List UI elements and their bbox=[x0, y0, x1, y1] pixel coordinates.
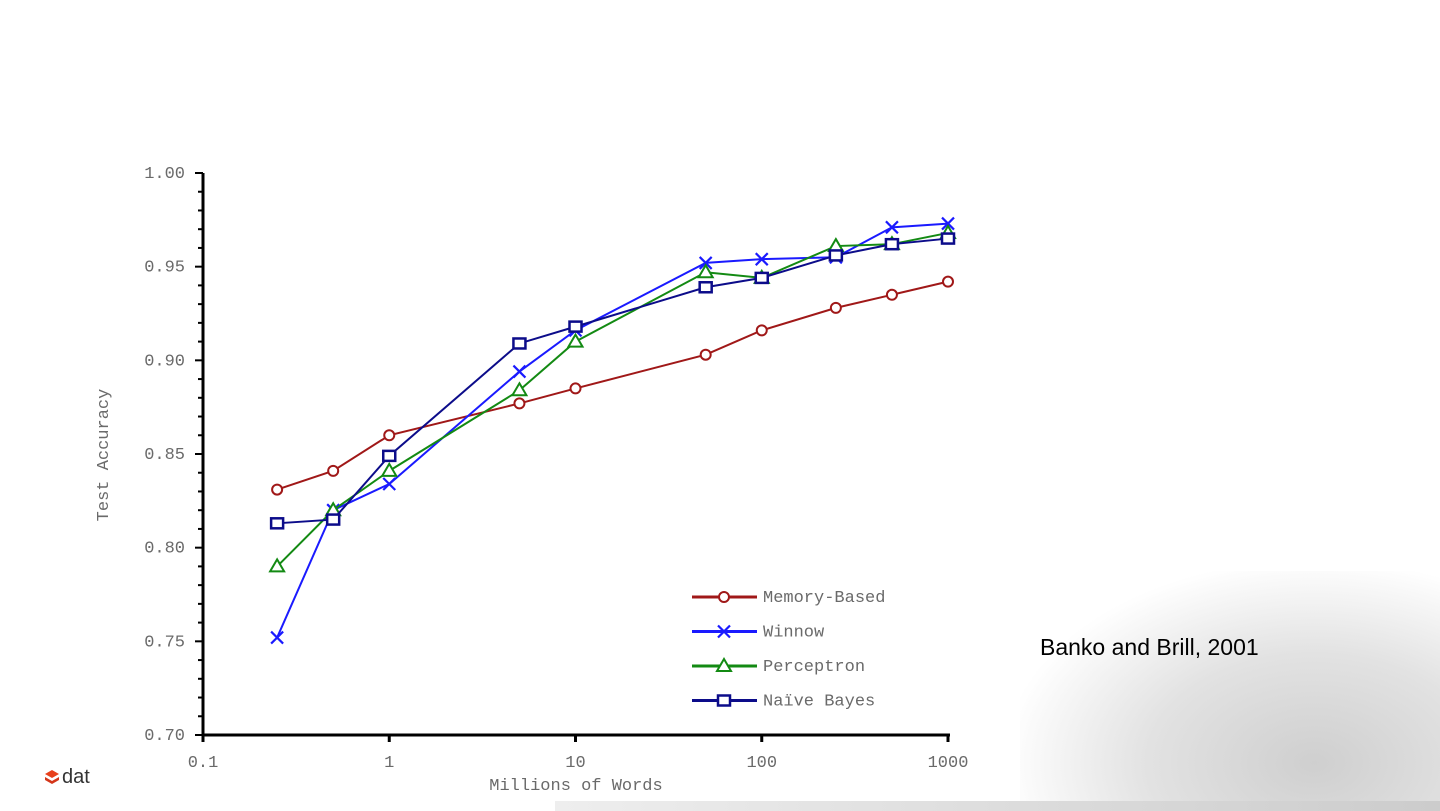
data-point-perceptron bbox=[380, 461, 398, 477]
logo-text: dat bbox=[62, 766, 90, 788]
legend-item-na-ve-bayes: Naïve Bayes bbox=[692, 693, 875, 712]
series-line-perceptron bbox=[276, 231, 949, 568]
x-tick-label: 100 bbox=[746, 754, 777, 773]
legend: Memory-Based Winnow Perceptron Naïve Bayes bbox=[692, 589, 885, 712]
legend-item-perceptron: Perceptron bbox=[692, 657, 865, 677]
data-point-na-ve-bayes bbox=[940, 232, 956, 245]
x-tick-label: 1000 bbox=[928, 754, 969, 773]
series-line-memory-based bbox=[276, 280, 949, 491]
data-point-na-ve-bayes bbox=[382, 449, 397, 463]
data-point-memory-based bbox=[569, 382, 582, 395]
legend-label: Naïve Bayes bbox=[763, 693, 875, 712]
legend-item-winnow: Winnow bbox=[692, 624, 825, 643]
data-point-perceptron bbox=[268, 557, 286, 573]
data-point-na-ve-bayes bbox=[512, 337, 527, 350]
data-point-na-ve-bayes bbox=[754, 271, 769, 285]
x-tick-label: 1 bbox=[384, 754, 394, 773]
data-point-winnow bbox=[885, 220, 899, 235]
y-tick-label: 0.85 bbox=[144, 446, 185, 465]
data-point-perceptron bbox=[696, 263, 715, 279]
data-point-memory-based bbox=[942, 275, 954, 288]
y-tick-label: 0.75 bbox=[144, 633, 185, 652]
data-point-na-ve-bayes bbox=[828, 249, 844, 262]
data-point-winnow bbox=[754, 252, 769, 266]
axes: 0.70 0.75 0.80 0.85 0.90 0.95 1.00 0.1 1 10 100 100… bbox=[144, 165, 968, 773]
series-line-winnow bbox=[276, 222, 949, 638]
series-line-na-ve-bayes bbox=[277, 237, 949, 525]
data-point-memory-based bbox=[885, 288, 898, 301]
data-point-memory-based bbox=[829, 301, 842, 314]
data-point-perceptron bbox=[566, 332, 585, 348]
legend-marker-icon bbox=[715, 657, 733, 672]
legend-label: Memory-Based bbox=[763, 589, 885, 608]
y-tick-label: 0.90 bbox=[144, 352, 185, 371]
series-lines bbox=[268, 216, 957, 645]
stack-logo-icon bbox=[45, 769, 59, 784]
data-point-memory-based bbox=[383, 429, 396, 442]
data-point-na-ve-bayes bbox=[269, 517, 285, 530]
legend-marker-icon bbox=[718, 591, 730, 603]
y-tick-label: 1.00 bbox=[144, 165, 185, 184]
data-point-winnow bbox=[382, 477, 397, 491]
legend-marker-icon bbox=[716, 694, 732, 707]
data-point-memory-based bbox=[513, 397, 526, 410]
data-point-winnow bbox=[512, 364, 527, 379]
series-memory-based bbox=[271, 275, 954, 496]
y-tick-label: 0.70 bbox=[144, 727, 185, 746]
ink-wash-background bbox=[1020, 571, 1440, 811]
data-point-na-ve-bayes bbox=[325, 513, 341, 526]
legend-label: Winnow bbox=[763, 624, 825, 643]
logo: dat bbox=[44, 766, 90, 789]
y-tick-label: 0.95 bbox=[144, 259, 185, 278]
data-point-winnow bbox=[698, 256, 713, 270]
data-point-memory-based bbox=[699, 348, 712, 361]
series-na-ve-bayes bbox=[269, 232, 956, 530]
legend-item-memory-based: Memory-Based bbox=[692, 589, 885, 608]
bottom-strip bbox=[555, 801, 1440, 811]
series-perceptron bbox=[268, 223, 957, 573]
data-point-na-ve-bayes bbox=[568, 320, 583, 333]
citation: Banko and Brill, 2001 bbox=[1040, 634, 1259, 660]
data-point-memory-based bbox=[271, 483, 284, 496]
data-point-memory-based bbox=[327, 464, 340, 477]
x-tick-label: 10 bbox=[565, 754, 585, 773]
data-point-na-ve-bayes bbox=[698, 281, 713, 294]
series-winnow bbox=[270, 216, 955, 645]
y-tick-label: 0.80 bbox=[144, 540, 185, 559]
x-axis-label: Millions of Words bbox=[489, 777, 662, 796]
data-point-memory-based bbox=[755, 324, 768, 337]
data-point-winnow bbox=[270, 630, 284, 645]
data-point-na-ve-bayes bbox=[884, 237, 900, 251]
legend-marker-icon bbox=[717, 624, 731, 639]
data-point-perceptron bbox=[510, 381, 529, 397]
legend-label: Perceptron bbox=[763, 658, 865, 677]
data-point-winnow bbox=[941, 216, 955, 231]
y-axis-label: Test Accuracy bbox=[95, 389, 114, 522]
x-tick-label: 0.1 bbox=[188, 754, 219, 773]
